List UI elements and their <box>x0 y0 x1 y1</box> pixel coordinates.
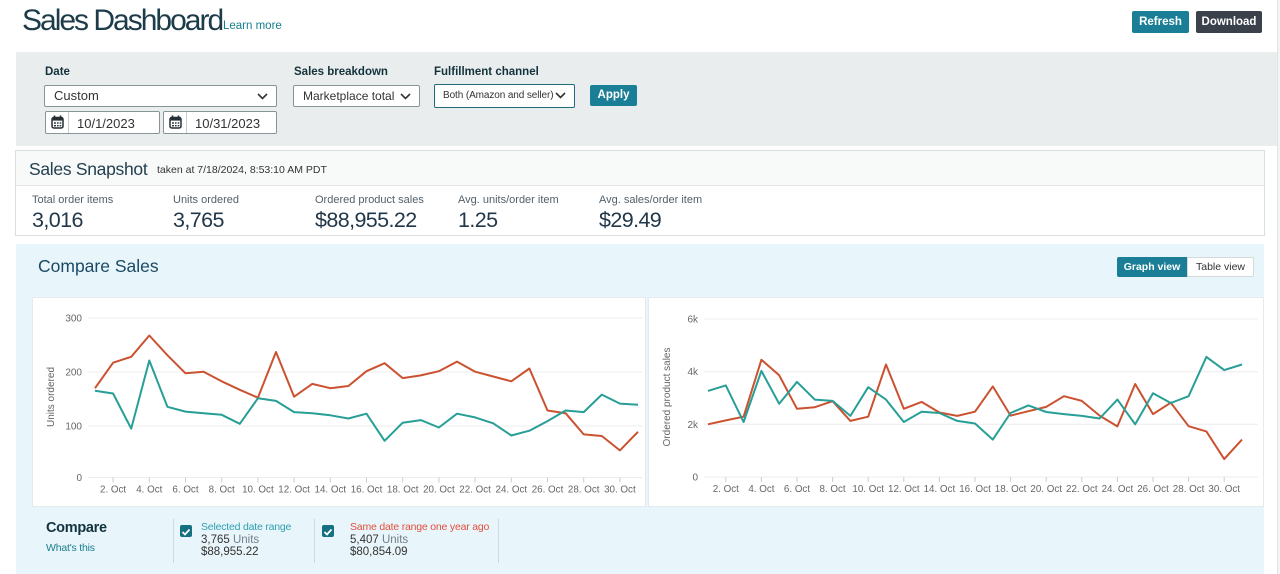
svg-text:24. Oct: 24. Oct <box>1102 484 1134 495</box>
svg-text:14. Oct: 14. Oct <box>924 484 956 495</box>
svg-text:0: 0 <box>76 473 82 484</box>
svg-text:14. Oct: 14. Oct <box>315 485 347 496</box>
svg-text:8. Oct: 8. Oct <box>820 484 846 495</box>
svg-text:20. Oct: 20. Oct <box>1030 484 1062 495</box>
svg-text:4. Oct: 4. Oct <box>136 485 162 496</box>
svg-text:30. Oct: 30. Oct <box>604 485 636 496</box>
svg-text:28. Oct: 28. Oct <box>568 485 600 496</box>
svg-text:6k: 6k <box>687 315 699 326</box>
svg-text:10. Oct: 10. Oct <box>242 485 274 496</box>
svg-text:30. Oct: 30. Oct <box>1208 484 1240 495</box>
svg-text:16. Oct: 16. Oct <box>351 485 383 496</box>
svg-text:18. Oct: 18. Oct <box>995 484 1027 495</box>
svg-text:12. Oct: 12. Oct <box>888 484 920 495</box>
svg-text:26. Oct: 26. Oct <box>1137 484 1169 495</box>
svg-text:12. Oct: 12. Oct <box>278 485 310 496</box>
svg-text:100: 100 <box>65 422 82 433</box>
svg-text:10. Oct: 10. Oct <box>852 484 884 495</box>
svg-text:2k: 2k <box>687 420 699 431</box>
svg-text:0: 0 <box>692 473 698 484</box>
svg-text:300: 300 <box>65 314 82 325</box>
svg-text:16. Oct: 16. Oct <box>959 484 991 495</box>
svg-text:4k: 4k <box>687 367 699 378</box>
svg-text:22. Oct: 22. Oct <box>1066 484 1098 495</box>
svg-text:28. Oct: 28. Oct <box>1173 484 1205 495</box>
svg-text:4. Oct: 4. Oct <box>748 484 774 495</box>
svg-text:6. Oct: 6. Oct <box>172 485 198 496</box>
svg-text:2. Oct: 2. Oct <box>100 485 126 496</box>
svg-text:200: 200 <box>65 368 82 379</box>
svg-text:6. Oct: 6. Oct <box>784 484 810 495</box>
svg-text:26. Oct: 26. Oct <box>532 485 564 496</box>
svg-text:22. Oct: 22. Oct <box>459 485 491 496</box>
svg-text:20. Oct: 20. Oct <box>423 485 455 496</box>
svg-text:24. Oct: 24. Oct <box>496 485 528 496</box>
svg-text:Ordered product sales: Ordered product sales <box>662 348 673 447</box>
svg-text:18. Oct: 18. Oct <box>387 485 419 496</box>
svg-text:2. Oct: 2. Oct <box>713 484 739 495</box>
svg-text:Units ordered: Units ordered <box>46 367 57 427</box>
svg-text:8. Oct: 8. Oct <box>209 485 235 496</box>
